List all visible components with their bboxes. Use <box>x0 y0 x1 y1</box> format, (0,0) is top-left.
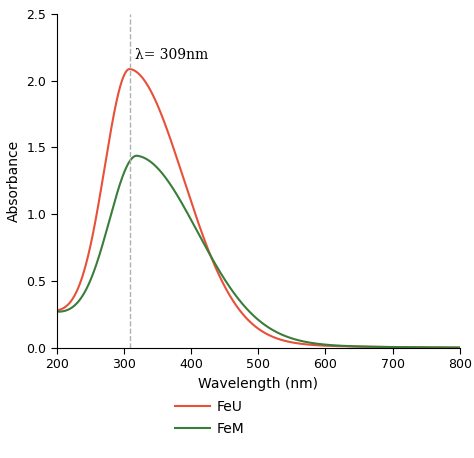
FeU <box>457 345 463 350</box>
FeM <box>457 345 463 350</box>
FeM <box>446 345 451 350</box>
Y-axis label: Absorbance: Absorbance <box>7 140 21 222</box>
FeU <box>127 66 133 72</box>
Line: FeU: FeU <box>57 69 460 348</box>
Legend: FeU, FeM: FeU, FeM <box>170 394 250 442</box>
FeU <box>250 322 256 327</box>
FeU <box>372 344 377 349</box>
FeM <box>372 344 377 349</box>
FeM <box>134 153 139 158</box>
FeU <box>74 287 80 293</box>
FeU <box>239 311 245 316</box>
FeM <box>239 301 245 306</box>
Text: λ= 309nm: λ= 309nm <box>136 48 209 62</box>
FeU <box>446 345 451 350</box>
FeM <box>54 309 60 314</box>
X-axis label: Wavelength (nm): Wavelength (nm) <box>198 377 319 391</box>
Line: FeM: FeM <box>57 156 460 348</box>
FeM <box>74 300 80 305</box>
FeM <box>445 345 451 350</box>
FeU <box>54 308 60 313</box>
FeM <box>250 312 256 318</box>
FeU <box>445 345 451 350</box>
